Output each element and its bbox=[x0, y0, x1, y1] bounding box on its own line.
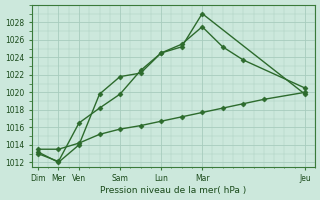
X-axis label: Pression niveau de la mer( hPa ): Pression niveau de la mer( hPa ) bbox=[100, 186, 247, 195]
